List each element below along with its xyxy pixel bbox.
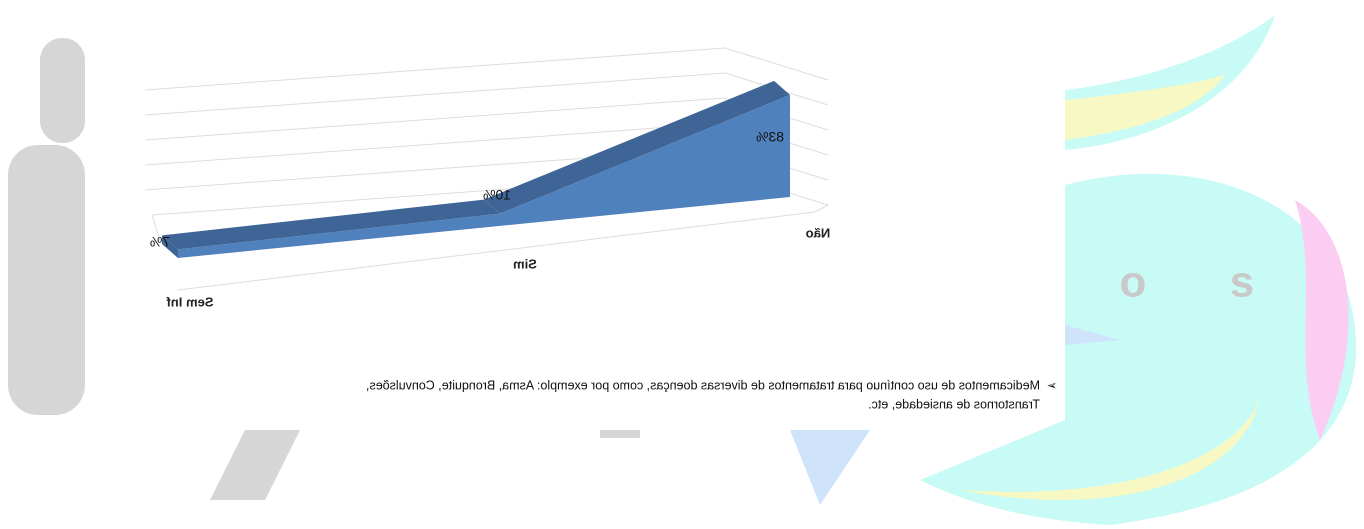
bg-shape bbox=[920, 173, 1357, 525]
note-line: Transtornos de ansiedade, etc. bbox=[868, 397, 1040, 411]
bg-shape bbox=[600, 430, 640, 438]
x-tick-label: Sem Inf bbox=[166, 294, 214, 309]
area bbox=[178, 94, 790, 258]
bg-shape bbox=[1065, 325, 1120, 345]
bg-letter: o bbox=[1120, 258, 1147, 307]
bg-shape bbox=[790, 430, 870, 505]
chart: Sem Inf 7% Sim 10% Não 83% bbox=[150, 80, 831, 309]
x-tick-label: Sim bbox=[513, 256, 537, 271]
area-top bbox=[162, 199, 500, 250]
background bbox=[8, 15, 1357, 525]
note-line: Medicamentos de uso contínuo para tratam… bbox=[366, 378, 1040, 392]
bg-letter: s bbox=[1230, 258, 1254, 307]
bullet: ➢ bbox=[1046, 378, 1057, 392]
bg-shape bbox=[1065, 75, 1225, 140]
value-label: 7% bbox=[150, 234, 170, 250]
area-side bbox=[162, 235, 178, 258]
bg-shape bbox=[1295, 200, 1349, 440]
bg-shape bbox=[960, 400, 1260, 500]
x-tick-label: Não bbox=[806, 225, 831, 240]
note: ➢ Medicamentos de uso contínuo para trata… bbox=[366, 378, 1057, 411]
bg-shape bbox=[8, 145, 85, 415]
bg-shape bbox=[210, 430, 300, 500]
area-top bbox=[484, 80, 790, 214]
value-label: 83% bbox=[756, 129, 784, 145]
bg-shape bbox=[40, 38, 85, 143]
value-label: 10% bbox=[483, 187, 511, 203]
